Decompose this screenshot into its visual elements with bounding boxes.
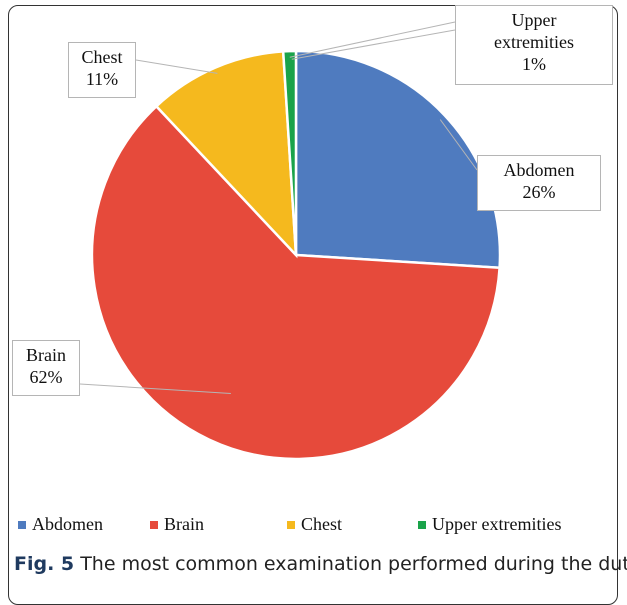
legend-label: Abdomen	[32, 514, 103, 534]
caption-text: The most common examination performed du…	[80, 553, 627, 575]
data-label-value: 11%	[85, 69, 119, 89]
leader-line	[439, 119, 478, 171]
legend-swatch	[150, 521, 158, 529]
legend-swatch	[18, 521, 26, 529]
data-label-value: 1%	[522, 54, 546, 74]
data-label-value: 62%	[29, 367, 63, 387]
data-label-name: Brain	[26, 345, 66, 365]
leader-line	[79, 383, 231, 394]
legend-label: Brain	[164, 514, 204, 534]
data-label: Abdomen 26%	[477, 155, 601, 211]
data-label: Upper extremities 1%	[455, 5, 613, 85]
data-label: Chest 11%	[68, 42, 136, 98]
page: {"chart_data": {"type": "pie", "categori…	[8, 5, 627, 605]
legend-label: Upper extremities	[432, 514, 561, 534]
caption-label: Fig. 5	[14, 553, 75, 575]
data-label-name: Abdomen	[503, 160, 575, 180]
leader-line	[289, 21, 456, 58]
data-label-name: Chest	[81, 47, 123, 67]
legend-label: Chest	[301, 514, 342, 534]
pie-slice	[90, 104, 501, 461]
leader-line	[291, 29, 456, 60]
pie-slice	[294, 49, 502, 270]
legend-swatch	[418, 521, 426, 529]
leader-line	[135, 59, 218, 74]
caption: Fig. 5 The most common examination perfo…	[14, 553, 627, 575]
pie-slice	[154, 50, 298, 259]
data-label-value: 26%	[522, 182, 556, 202]
data-label: Brain 62%	[12, 340, 80, 396]
legend-swatch	[287, 521, 295, 529]
data-label-name: Upper extremities	[494, 10, 574, 52]
chart: Abdomen Brain Chest Upper extremities	[18, 21, 561, 534]
pie-slice	[281, 49, 298, 256]
